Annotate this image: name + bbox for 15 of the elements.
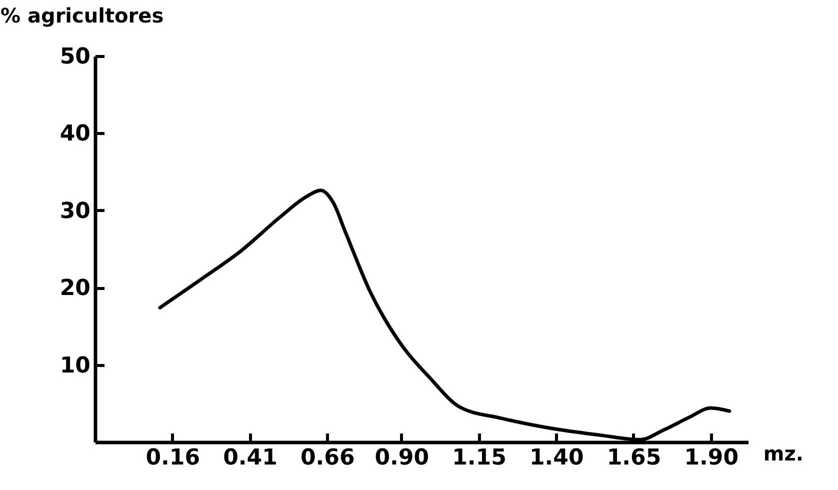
y-axis-title: % agricultores — [0, 4, 164, 28]
y-tick-label: 40 — [60, 122, 90, 147]
y-tick-label: 20 — [60, 276, 90, 302]
x-axis-title: mz. — [763, 442, 804, 466]
x-tick-label: 0.66 — [300, 446, 355, 470]
y-tick-label: 30 — [60, 198, 90, 224]
x-tick-label: 1.65 — [606, 446, 662, 470]
x-tick-label: 0.16 — [146, 446, 200, 470]
x-tick-label: 1.15 — [452, 446, 506, 470]
x-tick-label: 0.90 — [374, 446, 430, 470]
y-tick-label: 50 — [60, 44, 90, 70]
y-tick-label: 10 — [60, 353, 90, 378]
x-tick-label: 1.90 — [684, 446, 739, 470]
x-tick-label: 1.40 — [529, 446, 584, 470]
x-tick-label: 0.41 — [223, 446, 278, 470]
